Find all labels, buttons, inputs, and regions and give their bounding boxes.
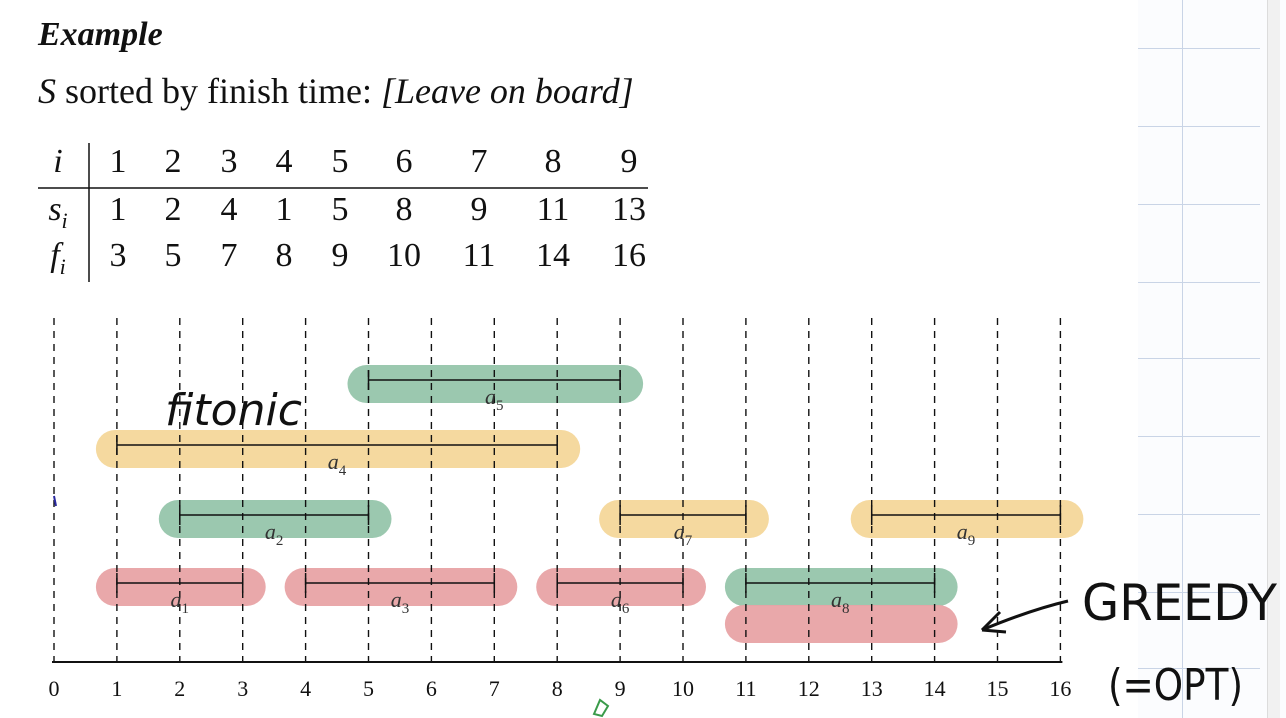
tick-label: 4 <box>300 676 311 701</box>
activity-table: i 1 2 3 4 5 6 7 8 9 si 1 2 4 1 5 8 9 11 13 fi 3 5 7 8 9 10 11 14 16 <box>38 143 648 282</box>
tick-label: 9 <box>615 676 626 701</box>
notebook-margin-line <box>1182 0 1183 718</box>
table-cell: 5 <box>332 191 349 228</box>
table-row-label: i <box>53 143 62 180</box>
slide-subtitle: S sorted by finish time: [Leave on board… <box>38 70 634 112</box>
tick-label: 1 <box>111 676 122 701</box>
tick-label: 15 <box>987 676 1009 701</box>
table-cell: 2 <box>165 143 182 180</box>
table-cell: 6 <box>396 143 413 180</box>
table-cell: 8 <box>396 191 413 228</box>
table-cell: 2 <box>165 191 182 228</box>
tick-label: 2 <box>174 676 185 701</box>
vertical-scrollbar[interactable] <box>1267 0 1280 718</box>
slide-heading: Example <box>38 16 163 53</box>
tick-label: 12 <box>798 676 820 701</box>
table-cell: 9 <box>621 143 638 180</box>
set-variable: S <box>38 71 56 111</box>
tick-label: 8 <box>552 676 563 701</box>
handwritten-equals-opt: (=OPT) <box>1108 660 1243 711</box>
subtitle-text: sorted by finish time: <box>56 71 381 111</box>
notebook-rule <box>1138 126 1260 127</box>
table-cell: 3 <box>110 237 127 274</box>
table-cell: 16 <box>612 237 646 274</box>
pen-cursor-icon <box>592 698 610 718</box>
table-cell: 3 <box>221 143 238 180</box>
side-notebook-panel <box>1138 0 1286 718</box>
table-cell: 9 <box>332 237 349 274</box>
notebook-rule <box>1138 282 1260 283</box>
table-cell: 10 <box>387 237 421 274</box>
tick-label: 0 <box>49 676 60 701</box>
table-cell: 4 <box>221 191 238 228</box>
table-cell: 5 <box>332 143 349 180</box>
table-cell: 5 <box>165 237 182 274</box>
tick-label: 14 <box>924 676 946 701</box>
table-cell: 7 <box>221 237 238 274</box>
table-cell: 4 <box>276 143 293 180</box>
tick-label: 16 <box>1049 676 1071 701</box>
table-cell: 7 <box>471 143 488 180</box>
notebook-rule <box>1138 48 1260 49</box>
highlighter-strokes <box>95 365 1084 643</box>
table-cell: 8 <box>276 237 293 274</box>
table-cell: 11 <box>537 191 570 228</box>
table-cell: 11 <box>463 237 496 274</box>
tick-label: 6 <box>426 676 437 701</box>
table-cell: 8 <box>545 143 562 180</box>
handwritten-fitonic: fitonic <box>165 385 302 436</box>
table-row-label: fi <box>50 237 66 279</box>
notebook-rule <box>1138 358 1260 359</box>
arrow-icon <box>980 599 1069 634</box>
table-cell: 9 <box>471 191 488 228</box>
table-cell: 14 <box>536 237 570 274</box>
tick-label: 5 <box>363 676 374 701</box>
table-cell: 1 <box>110 191 127 228</box>
handwritten-greedy: GREEDY <box>1082 574 1277 632</box>
table-cell: 1 <box>276 191 293 228</box>
notebook-rule <box>1138 668 1260 669</box>
handwritten-annotations: fitonic GREEDY (=OPT) <box>53 385 1277 718</box>
tick-label: 13 <box>861 676 883 701</box>
tick-label: 3 <box>237 676 248 701</box>
table-row-label: si <box>48 191 67 233</box>
tick-label: 10 <box>672 676 694 701</box>
notebook-rule <box>1138 204 1260 205</box>
notebook-rule <box>1138 592 1260 593</box>
tick-label: 11 <box>735 676 756 701</box>
notebook-rule <box>1138 436 1260 437</box>
table-cell: 13 <box>612 191 646 228</box>
subtitle-note: [Leave on board] <box>380 71 634 111</box>
table-cell: 1 <box>110 143 127 180</box>
margin-tick-mark <box>53 495 57 507</box>
tick-label: 7 <box>489 676 500 701</box>
notebook-rule <box>1138 514 1260 515</box>
